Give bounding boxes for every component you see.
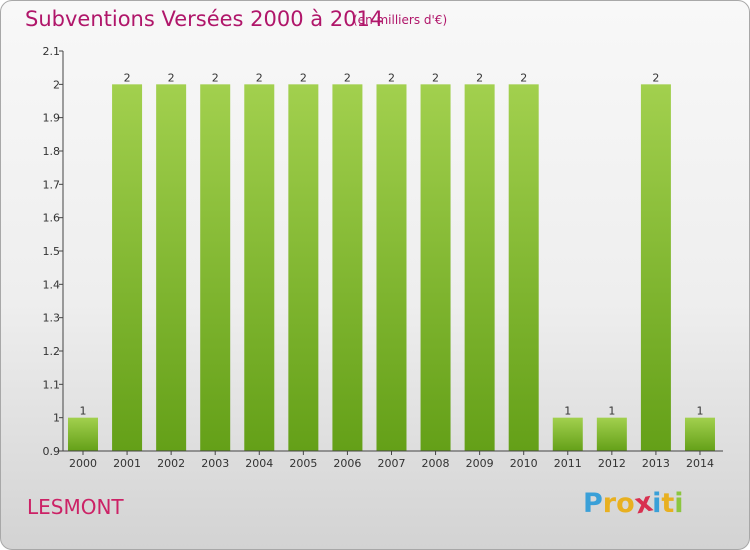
bar-2004[interactable] xyxy=(244,84,275,451)
x-tick-label-2001: 2001 xyxy=(113,457,141,470)
x-tick-label-2003: 2003 xyxy=(201,457,229,470)
x-tick-label-2007: 2007 xyxy=(377,457,405,470)
data-label-2005: 2 xyxy=(300,71,307,84)
x-tick-label-2008: 2008 xyxy=(422,457,450,470)
bar-2010[interactable] xyxy=(508,84,539,451)
x-tick-label-2006: 2006 xyxy=(333,457,361,470)
x-tick-label-2013: 2013 xyxy=(642,457,670,470)
y-tick-label: 1.1 xyxy=(43,378,61,391)
bars: 1 2 2 2 2 2 2 2 2 2 2 1 1 2 1 xyxy=(68,71,715,451)
y-axis: 0.9 1 1.1 1.2 1.3 1.4 1.5 1.6 1.7 1.8 1.9 2 2.1 xyxy=(43,45,64,458)
y-tick-label: 1.6 xyxy=(43,212,61,225)
data-label-2007: 2 xyxy=(388,71,395,84)
x-tick-label-2000: 2000 xyxy=(69,457,97,470)
data-label-2003: 2 xyxy=(212,71,219,84)
x-tick-label-2002: 2002 xyxy=(157,457,185,470)
bar-2001[interactable] xyxy=(112,84,143,451)
x-tick-label-2009: 2009 xyxy=(466,457,494,470)
logo-letter: t xyxy=(661,488,675,519)
bar-2013[interactable] xyxy=(640,84,671,451)
chart-unit-subtitle: (en milliers d'€) xyxy=(353,13,448,27)
y-tick-label: 0.9 xyxy=(43,445,61,458)
y-tick-label: 1.5 xyxy=(43,245,61,258)
data-label-2012: 1 xyxy=(608,405,615,418)
bar-2007[interactable] xyxy=(376,84,407,451)
y-tick-label: 1 xyxy=(53,412,60,425)
y-tick-label: 1.4 xyxy=(43,278,61,291)
data-label-2013: 2 xyxy=(652,71,659,84)
data-label-2009: 2 xyxy=(476,71,483,84)
data-label-2000: 1 xyxy=(80,405,87,418)
y-tick-label: 1.7 xyxy=(43,178,61,191)
logo-letter: o xyxy=(616,488,635,519)
proxiti-logo[interactable]: Proxiti xyxy=(583,487,684,521)
bar-2011[interactable] xyxy=(552,417,583,451)
data-label-2001: 2 xyxy=(124,71,131,84)
data-label-2008: 2 xyxy=(432,71,439,84)
data-label-2011: 1 xyxy=(564,405,571,418)
x-tick-label-2014: 2014 xyxy=(686,457,714,470)
logo-letter: i xyxy=(652,488,662,519)
y-tick-label: 1.3 xyxy=(43,312,61,325)
data-label-2002: 2 xyxy=(168,71,175,84)
y-tick-label: 1.8 xyxy=(43,145,61,158)
bar-2009[interactable] xyxy=(464,84,495,451)
bar-2014[interactable] xyxy=(684,417,715,451)
y-tick-label: 2 xyxy=(53,78,60,91)
x-tick-label-2004: 2004 xyxy=(245,457,273,470)
logo-letter: P xyxy=(583,488,603,519)
x-tick-label-2011: 2011 xyxy=(554,457,582,470)
x-tick-label-2010: 2010 xyxy=(510,457,538,470)
y-tick-label: 2.1 xyxy=(43,45,61,58)
y-tick-label: 1.2 xyxy=(43,345,61,358)
x-tick-label-2012: 2012 xyxy=(598,457,626,470)
bar-2005[interactable] xyxy=(288,84,319,451)
data-label-2006: 2 xyxy=(344,71,351,84)
data-label-2010: 2 xyxy=(520,71,527,84)
bar-2006[interactable] xyxy=(332,84,363,451)
place-name: LESMONT xyxy=(27,495,124,519)
logo-letter: r xyxy=(602,488,617,519)
logo-letter: i xyxy=(674,488,684,519)
data-label-2004: 2 xyxy=(256,71,263,84)
bar-2003[interactable] xyxy=(200,84,231,451)
chart-title: Subventions Versées 2000 à 2014 xyxy=(25,7,384,31)
bar-2012[interactable] xyxy=(596,417,627,451)
bar-2000[interactable] xyxy=(68,417,98,451)
bar-2008[interactable] xyxy=(420,84,451,451)
x-tick-label-2005: 2005 xyxy=(289,457,317,470)
x-axis: 2000 2001 2002 2003 2004 2005 2006 2007 2008 2009… xyxy=(63,450,723,470)
data-label-2014: 1 xyxy=(696,405,703,418)
bar-2002[interactable] xyxy=(156,84,187,451)
y-tick-label: 1.9 xyxy=(43,112,61,125)
